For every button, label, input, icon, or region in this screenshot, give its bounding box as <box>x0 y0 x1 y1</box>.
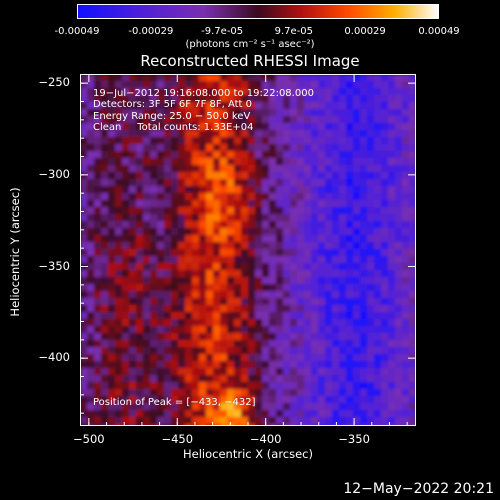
y-tick-label: −250 <box>38 75 70 90</box>
heatmap-cells <box>80 74 416 426</box>
colorbar-tick-label: 0.00049 <box>418 26 460 37</box>
annotation-algorithm: Clean Total counts: 1.33E+04 <box>93 122 254 133</box>
y-axis-label: Heliocentric Y (arcsec) <box>8 187 22 317</box>
annotation-detectors: Detectors: 3F 5F 6F 7F 8F, Att 0 <box>93 99 253 110</box>
chart-title: Reconstructed RHESSI Image <box>140 52 360 70</box>
y-tick-label: −300 <box>38 166 70 181</box>
y-tick-label: −350 <box>38 258 70 273</box>
annotation-time: 19−Jul−2012 19:16:08.000 to 19:22:08.000 <box>93 88 314 99</box>
colorbar-tick-label: 9.7e-05 <box>274 26 314 37</box>
peak-position-label: Position of Peak = [−433, −432] <box>93 397 256 408</box>
x-tick-label: −500 <box>73 432 105 446</box>
colorbar-tick-label: 0.00029 <box>344 26 386 37</box>
axis-ticks <box>80 74 416 426</box>
footer-date: 12−May−2022 20:21 <box>343 481 494 497</box>
colorbar-tick-label: -0.00049 <box>54 26 100 37</box>
annotation-energy: Energy Range: 25.0 − 50.0 keV <box>93 111 251 122</box>
heatmap-plot <box>80 74 416 426</box>
y-tick-label: −400 <box>38 350 70 365</box>
colorbar-tick-label: -9.7e-05 <box>201 26 244 37</box>
x-axis-label: Heliocentric X (arcsec) <box>183 447 313 461</box>
colorbar <box>77 4 439 19</box>
x-tick-label: −350 <box>338 432 370 446</box>
colorbar-tick-label: -0.00029 <box>128 26 174 37</box>
x-tick-label: −450 <box>161 432 194 446</box>
colorbar-label: (photons cm⁻² s⁻¹ asec⁻²) <box>185 39 315 50</box>
x-tick-label: −400 <box>249 432 282 446</box>
